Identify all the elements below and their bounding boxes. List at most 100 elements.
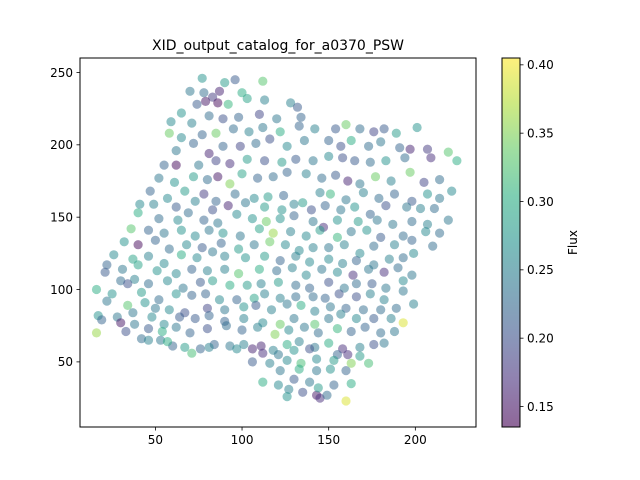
chart-title: XID_output_catalog_for_a0370_PSW	[152, 38, 404, 54]
data-point	[355, 124, 365, 134]
data-point	[350, 156, 360, 166]
data-point	[218, 141, 228, 151]
colorbar-label: Flux	[566, 230, 580, 255]
data-point	[190, 313, 200, 324]
data-point	[379, 338, 389, 348]
data-point	[284, 384, 294, 394]
data-point	[234, 244, 244, 254]
data-point	[213, 98, 223, 108]
data-point	[136, 287, 147, 297]
data-point	[188, 172, 199, 182]
data-point	[247, 214, 257, 224]
data-point	[218, 228, 228, 238]
data-point	[208, 247, 218, 257]
data-point	[310, 306, 320, 316]
data-point	[325, 302, 335, 312]
data-point	[370, 172, 381, 182]
data-point	[426, 153, 436, 163]
data-point	[360, 322, 370, 332]
data-point	[133, 260, 143, 270]
data-point	[324, 151, 334, 161]
data-point	[332, 324, 342, 334]
data-point	[355, 342, 365, 352]
data-point	[292, 102, 303, 112]
data-point	[176, 133, 186, 143]
data-point	[176, 108, 186, 118]
data-point	[192, 253, 202, 263]
data-point	[162, 193, 173, 203]
data-point	[145, 186, 155, 196]
data-point	[202, 324, 212, 334]
data-point	[301, 169, 311, 179]
data-point	[275, 256, 285, 266]
data-point	[265, 358, 275, 368]
data-point	[242, 93, 252, 104]
data-point	[329, 380, 339, 390]
data-point	[178, 283, 188, 293]
data-point	[220, 264, 230, 274]
x-axis: 50 100 150 200	[148, 427, 427, 447]
data-point	[102, 260, 112, 270]
data-point	[322, 390, 332, 400]
data-point	[282, 167, 292, 177]
data-point	[116, 318, 126, 328]
data-point	[102, 296, 112, 306]
data-point	[204, 225, 214, 235]
data-point	[204, 342, 214, 352]
data-point	[341, 195, 351, 205]
x-tick-label: 100	[231, 433, 254, 447]
data-point	[176, 225, 186, 235]
data-point	[240, 253, 251, 263]
data-point	[341, 396, 351, 406]
data-point	[121, 326, 131, 337]
data-point	[260, 156, 270, 166]
data-point	[355, 179, 365, 189]
data-point	[171, 146, 181, 156]
colorbar-frame	[501, 57, 521, 428]
data-point	[393, 263, 403, 273]
colorbar-tick-label: 0.30	[527, 195, 554, 209]
data-point	[365, 157, 375, 167]
data-point	[381, 156, 391, 166]
data-point	[376, 305, 386, 315]
data-point	[234, 112, 244, 122]
data-point	[221, 321, 231, 331]
data-point	[171, 289, 181, 299]
data-point	[338, 258, 348, 269]
data-point	[315, 225, 325, 235]
data-point	[199, 215, 209, 225]
data-point	[214, 86, 225, 96]
data-point	[171, 160, 181, 170]
y-tick-label: 250	[50, 66, 73, 80]
data-point	[305, 283, 315, 293]
data-point	[282, 355, 292, 365]
data-point	[388, 219, 398, 229]
data-point	[185, 328, 195, 338]
data-point	[251, 300, 261, 310]
data-point	[398, 318, 408, 328]
data-point	[237, 169, 247, 179]
data-point	[294, 337, 304, 347]
data-point	[266, 305, 277, 315]
data-point	[258, 76, 268, 86]
data-point	[202, 266, 212, 276]
data-point	[162, 276, 173, 286]
data-point	[109, 250, 119, 260]
data-point	[435, 175, 445, 185]
data-point	[429, 203, 439, 214]
data-point	[159, 319, 169, 329]
data-point	[223, 99, 233, 109]
data-point	[305, 377, 315, 387]
data-point	[199, 189, 209, 199]
data-point	[256, 279, 266, 289]
data-point	[261, 216, 271, 227]
data-point	[343, 350, 353, 360]
data-point	[355, 248, 365, 258]
data-point	[379, 267, 389, 277]
data-point	[260, 289, 270, 299]
data-point	[249, 293, 259, 303]
data-point	[310, 319, 320, 329]
data-point	[232, 295, 242, 305]
data-point	[398, 286, 408, 296]
data-point	[187, 348, 197, 358]
